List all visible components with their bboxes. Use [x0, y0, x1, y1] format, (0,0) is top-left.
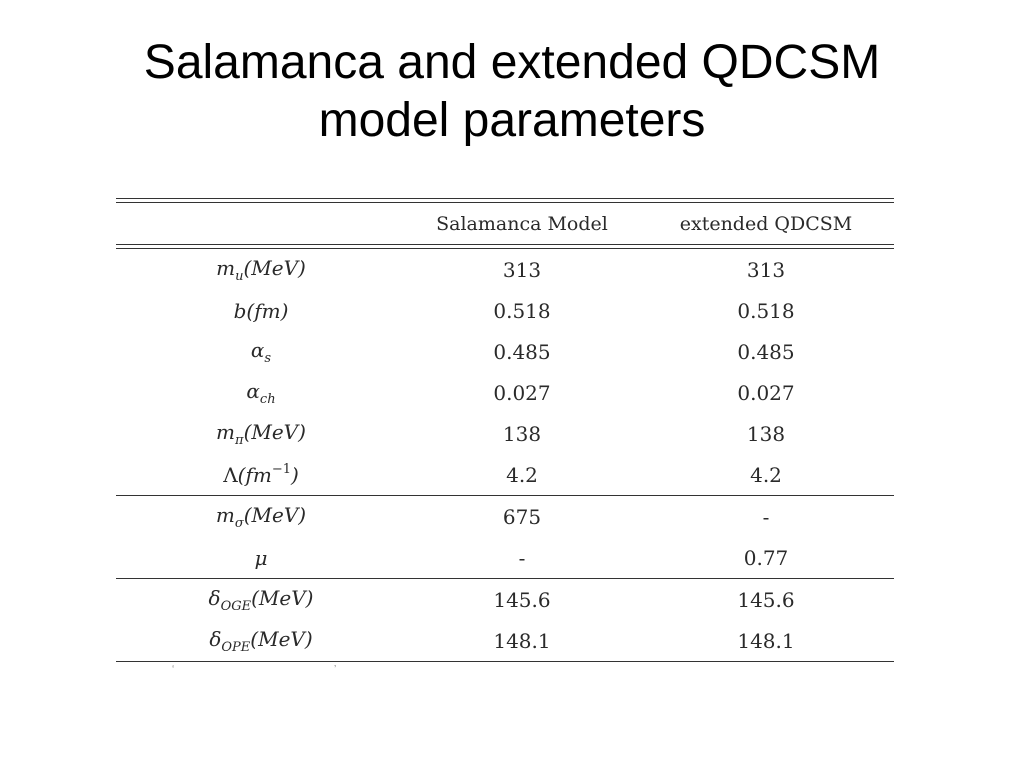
parameter-symbol: μ — [254, 545, 268, 570]
salamanca-value: 148.1 — [406, 620, 638, 662]
salamanca-value: 675 — [406, 495, 638, 537]
parameter-cell: mσ(MeV) — [116, 495, 406, 537]
parameter-cell: mπ(MeV) — [116, 413, 406, 454]
parameter-cell: μ — [116, 537, 406, 579]
parameter-cell: αch — [116, 372, 406, 413]
qdcsm-value: - — [638, 495, 894, 537]
salamanca-value: 0.485 — [493, 339, 551, 364]
header-parameter — [116, 203, 406, 244]
header-extended-qdcsm: extended QDCSM — [679, 212, 853, 235]
qdcsm-value: 148.1 — [638, 620, 894, 662]
qdcsm-value: 313 — [746, 257, 786, 282]
header-salamanca-model: Salamanca Model — [436, 212, 608, 235]
salamanca-value: 4.2 — [506, 462, 538, 487]
parameter-symbol: δOPE(MeV) — [209, 626, 313, 655]
parameter-symbol: mπ(MeV) — [216, 419, 306, 448]
parameter-table-container: Salamanca Model extended QDCSM mu(MeV) 3… — [116, 198, 894, 676]
table-row: μ - 0.77 — [116, 537, 894, 579]
table-row: mπ(MeV) 138 138 — [116, 413, 894, 454]
salamanca-value: 313 — [502, 257, 542, 282]
table-row: δOGE(MeV) 145.6 145.6 — [116, 578, 894, 620]
cropped-text-remnant: ‘ ’ — [172, 664, 337, 675]
table-top-double-rule — [116, 198, 894, 203]
parameter-symbol: δOGE(MeV) — [208, 585, 314, 614]
table-row: αch 0.027 0.027 — [116, 372, 894, 413]
parameter-cell: δOGE(MeV) — [116, 578, 406, 620]
parameter-cell: δOPE(MeV) — [116, 620, 406, 662]
qdcsm-value: 0.77 — [743, 545, 789, 570]
parameter-cell: b(fm) — [116, 290, 406, 331]
parameter-symbol: b(fm) — [233, 298, 289, 323]
parameter-cell: αs — [116, 331, 406, 372]
table-row: δOPE(MeV) 148.1 148.1 — [116, 620, 894, 662]
table-header-row: Salamanca Model extended QDCSM — [116, 203, 894, 244]
parameter-table-body: mu(MeV) 313 313 b(fm) 0.518 0.518 αs 0.4… — [116, 249, 894, 662]
salamanca-value: 138 — [502, 421, 542, 446]
parameter-table: Salamanca Model extended QDCSM — [116, 203, 894, 244]
table-row: mu(MeV) 313 313 — [116, 249, 894, 290]
table-row: αs 0.485 0.485 — [116, 331, 894, 372]
table-row: Λ(fm−1) 4.2 4.2 — [116, 454, 894, 496]
parameter-symbol: mu(MeV) — [216, 255, 306, 284]
slide-title: Salamanca and extended QDCSM model param… — [0, 34, 1024, 150]
qdcsm-value: 138 — [746, 421, 786, 446]
table-row: mσ(MeV) 675 - — [116, 495, 894, 537]
slide-title-line-1: Salamanca and extended QDCSM — [143, 36, 881, 89]
parameter-symbol: Λ(fm−1) — [223, 462, 299, 487]
salamanca-value: 0.027 — [493, 380, 551, 405]
parameter-cell: mu(MeV) — [116, 249, 406, 290]
table-row: b(fm) 0.518 0.518 — [116, 290, 894, 331]
slide-title-line-2: model parameters — [318, 94, 706, 147]
qdcsm-value: 0.027 — [737, 380, 795, 405]
salamanca-value: 0.518 — [493, 298, 551, 323]
parameter-cell: Λ(fm−1) — [116, 454, 406, 496]
salamanca-value: - — [518, 545, 526, 570]
qdcsm-value: 0.485 — [737, 339, 795, 364]
qdcsm-value: 145.6 — [638, 578, 894, 620]
table-header-double-rule — [116, 244, 894, 249]
salamanca-value: 145.6 — [406, 578, 638, 620]
qdcsm-value: 4.2 — [750, 462, 782, 487]
parameter-symbol: αch — [246, 378, 276, 407]
parameter-symbol: mσ(MeV) — [215, 502, 307, 531]
qdcsm-value: 0.518 — [737, 298, 795, 323]
parameter-symbol: αs — [250, 337, 272, 366]
